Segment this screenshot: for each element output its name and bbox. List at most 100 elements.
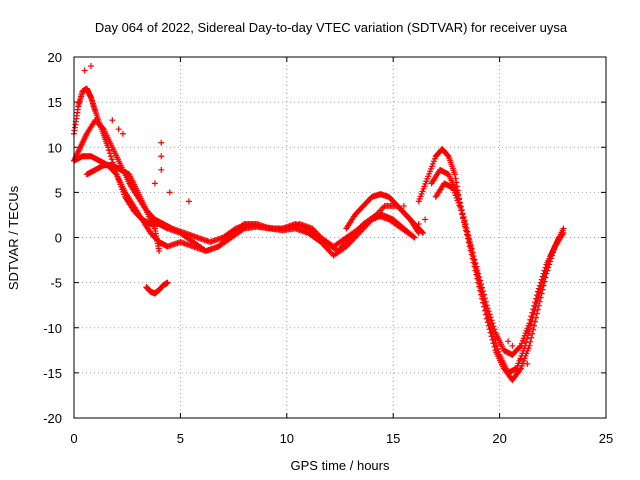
data-point-outlier [115, 126, 122, 133]
data-point [472, 260, 479, 267]
data-point-outlier [88, 63, 95, 70]
data-point [458, 207, 465, 214]
data-point [535, 285, 542, 292]
y-axis-label: SDTVAR / TECUs [6, 185, 21, 290]
data-point [539, 273, 546, 280]
data-point [527, 316, 534, 323]
x-tick-label: 10 [280, 431, 294, 446]
data-point-outlier [119, 130, 126, 137]
data-point [494, 345, 501, 352]
data-point [107, 153, 114, 160]
data-point [106, 150, 113, 157]
data-point [473, 263, 480, 270]
data-point [493, 342, 500, 349]
y-tick-label: -15 [43, 366, 62, 381]
data-point [540, 270, 547, 277]
data-point [463, 224, 470, 231]
data-point [541, 267, 548, 274]
data-point-outlier [422, 216, 429, 223]
data-point-outlier [185, 198, 192, 205]
data-point [530, 306, 537, 313]
data-point [112, 170, 119, 177]
data-point [486, 311, 493, 318]
data-point [526, 320, 533, 327]
data-point-outlier [75, 99, 82, 106]
data-point [491, 326, 498, 333]
x-tick-label: 20 [492, 431, 506, 446]
data-point [516, 366, 523, 373]
y-tick-label: 15 [48, 95, 62, 110]
data-point-outlier [524, 360, 531, 367]
x-tick-label: 5 [177, 431, 184, 446]
data-point [489, 320, 496, 327]
y-tick-label: 0 [55, 231, 62, 246]
data-point [460, 214, 467, 221]
data-point-outlier [166, 189, 173, 196]
data-point-outlier [415, 220, 422, 227]
y-tick-label: 5 [55, 185, 62, 200]
plot-frame [73, 56, 607, 419]
x-axis-label: GPS time / hours [291, 458, 390, 473]
data-point-outlier [158, 166, 165, 173]
data-point [99, 125, 106, 132]
data-point [533, 295, 540, 302]
data-point [475, 270, 482, 277]
data-point [471, 256, 478, 263]
data-point-outlier [505, 338, 512, 345]
data-point [528, 334, 535, 341]
y-tick-label: -10 [43, 321, 62, 336]
data-point [108, 156, 115, 163]
data-point [516, 343, 523, 350]
y-tick-label: -20 [43, 411, 62, 426]
data-point [487, 314, 494, 321]
data-point [485, 308, 492, 315]
data-point [488, 317, 495, 324]
data-point [464, 231, 471, 238]
data-point [531, 302, 538, 309]
data-point [470, 253, 477, 260]
x-tick-labels: 0 5 10 15 20 25 [70, 431, 613, 446]
chart-title: Day 064 of 2022, Sidereal Day-to-day VTE… [95, 20, 568, 35]
data-point-outlier [158, 153, 165, 160]
data-point [466, 239, 473, 246]
data-point [479, 284, 486, 291]
data-point [452, 175, 459, 182]
data-point [523, 339, 530, 346]
data-point [477, 277, 484, 284]
data-point [461, 217, 468, 224]
data-point [528, 313, 535, 320]
x-tick-label: 25 [599, 431, 613, 446]
data-point [560, 225, 567, 232]
data-point-outlier [509, 342, 516, 349]
data-point [537, 279, 544, 286]
data-point [490, 323, 497, 330]
data-point [533, 292, 540, 299]
data-point [474, 267, 481, 274]
data-point [469, 249, 476, 256]
data-point [529, 309, 536, 316]
data-point [530, 326, 537, 333]
data-point-outlier [400, 202, 407, 209]
data-point [105, 147, 112, 154]
data-point [482, 298, 489, 305]
x-tick-label: 0 [70, 431, 77, 446]
data-point [468, 246, 475, 253]
data-point [531, 322, 538, 329]
data-point [465, 235, 472, 242]
data-point [476, 274, 483, 281]
data-point-outlier [158, 139, 165, 146]
data-point [467, 242, 474, 249]
y-tick-labels: -20 -15 -10 -5 0 5 10 15 20 [43, 50, 62, 426]
y-tick-label: 10 [48, 140, 62, 155]
data-point [419, 228, 426, 235]
data-point [481, 295, 488, 302]
data-point [542, 264, 549, 271]
data-points [71, 63, 567, 384]
data-point-outlier [151, 180, 158, 187]
data-point [538, 276, 545, 283]
data-point [164, 279, 171, 286]
data-point-outlier [109, 117, 116, 124]
data-point [459, 210, 466, 217]
x-tick-label: 15 [386, 431, 400, 446]
